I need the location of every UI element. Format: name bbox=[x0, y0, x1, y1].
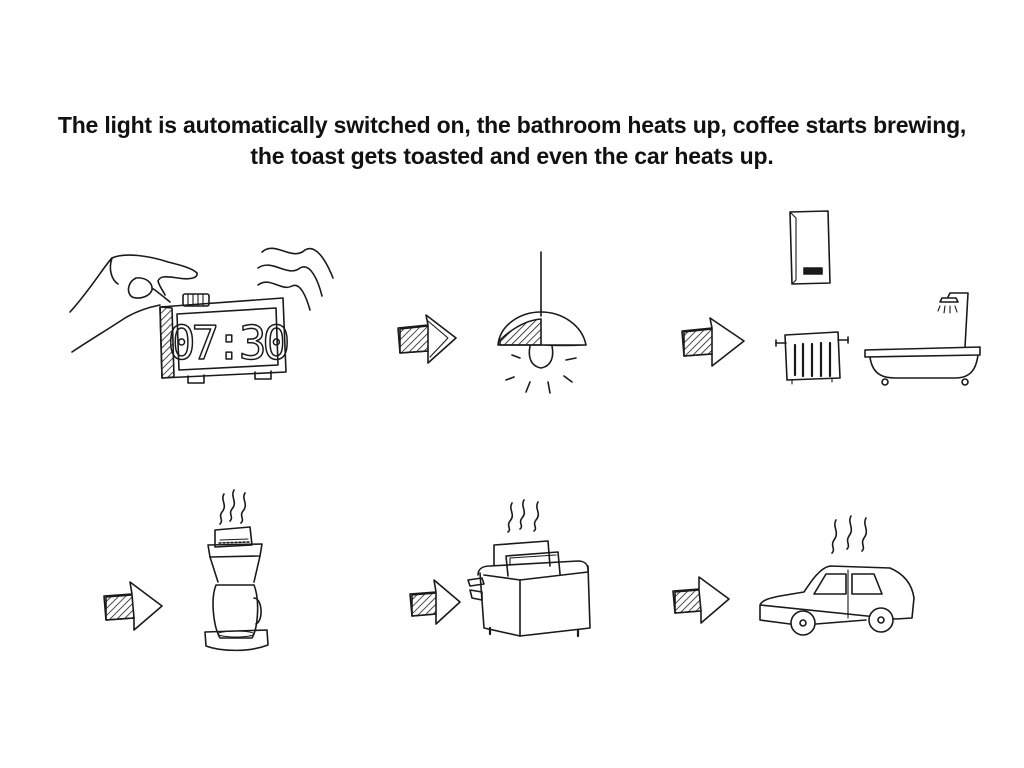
car-icon bbox=[759, 515, 915, 636]
arrow-icon bbox=[681, 317, 745, 367]
lamp-icon bbox=[497, 251, 587, 394]
arrow-icon bbox=[672, 576, 730, 624]
clock-button bbox=[182, 293, 210, 307]
clock-display: 07:30 bbox=[168, 316, 288, 370]
arrow-icon bbox=[409, 579, 461, 625]
alarm-clock-icon: 07:30 bbox=[69, 247, 334, 384]
toaster-icon bbox=[467, 499, 591, 638]
bathtub-icon bbox=[864, 292, 981, 386]
caption-line-1: The light is automatically switched on, … bbox=[57, 112, 967, 138]
radiator-icon bbox=[775, 331, 849, 385]
arrow-icon bbox=[103, 581, 163, 631]
hand-icon bbox=[69, 254, 198, 353]
coffee-machine-icon bbox=[204, 489, 269, 652]
boiler-icon bbox=[789, 210, 831, 285]
arrow-icon bbox=[397, 314, 457, 364]
caption-line-2: the toast gets toasted and even the car … bbox=[250, 143, 774, 169]
